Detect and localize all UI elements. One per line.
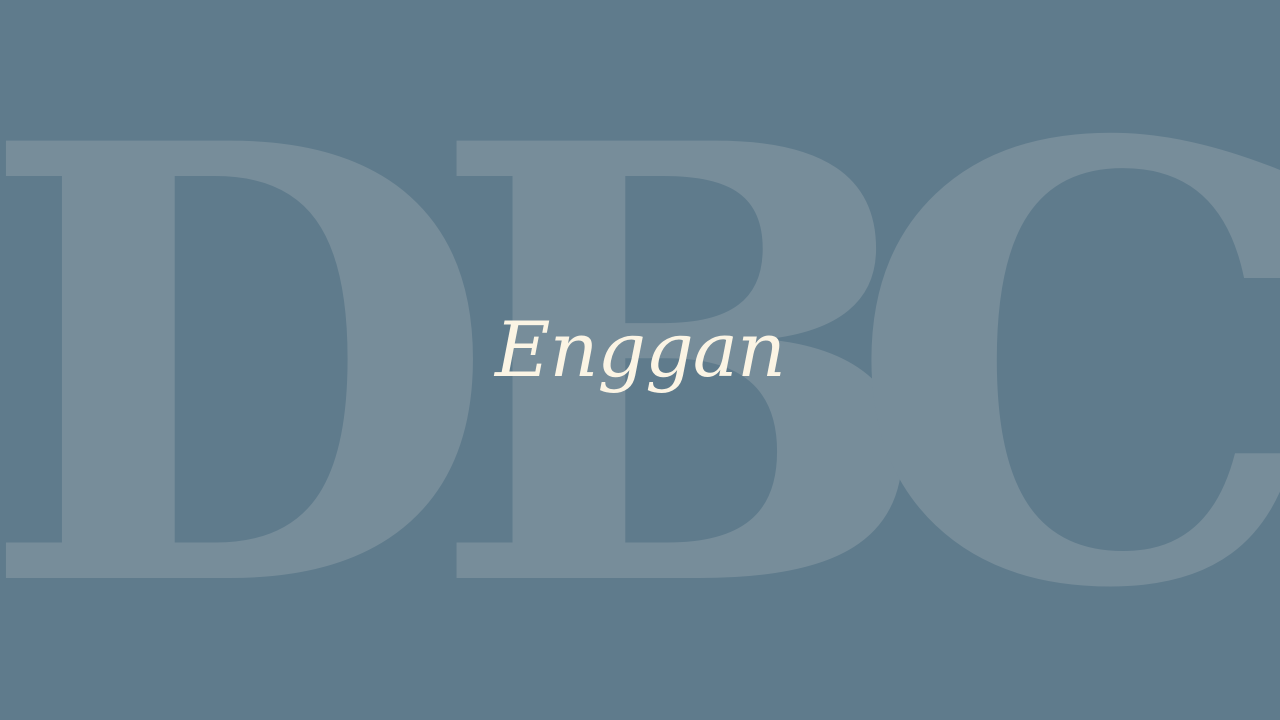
game-title: Enggan xyxy=(495,305,786,394)
watermark-letter-b: B xyxy=(428,15,935,720)
watermark-letter-c: C xyxy=(846,15,1280,720)
watermark-letter-d: D xyxy=(0,15,498,720)
